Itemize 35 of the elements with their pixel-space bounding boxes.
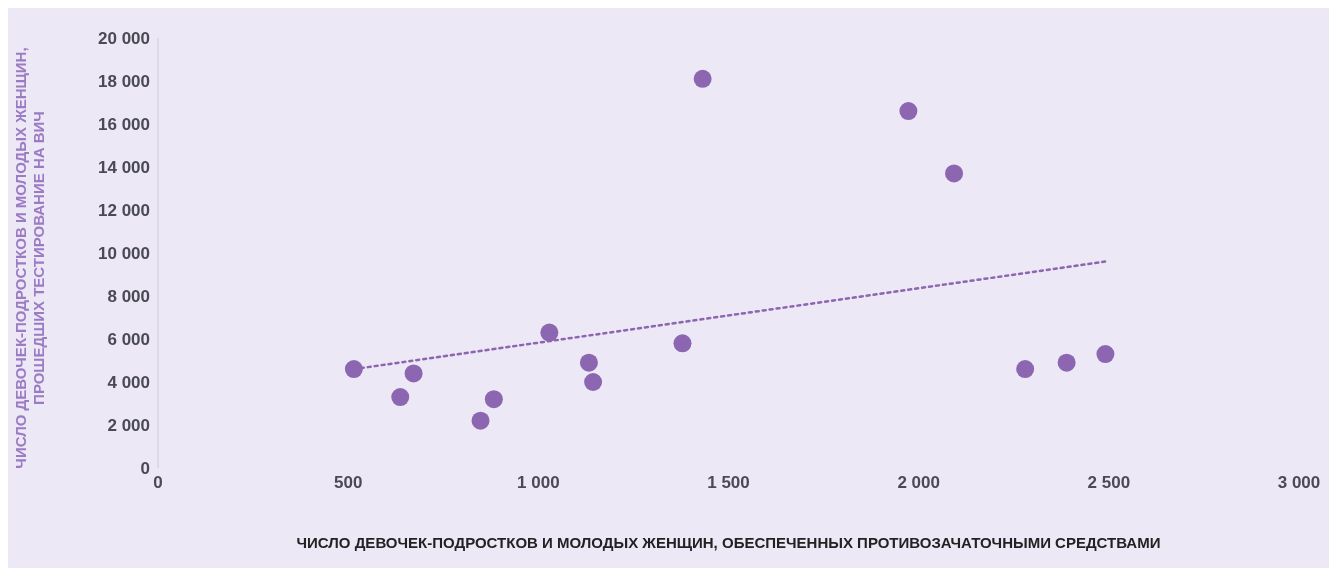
- point: [344, 360, 363, 379]
- point: [899, 102, 918, 121]
- y-tick-label: 14 000: [98, 158, 150, 178]
- point: [693, 69, 712, 88]
- y-tick-label: 16 000: [98, 115, 150, 135]
- point: [484, 390, 503, 409]
- y-tick-label: 2 000: [107, 416, 150, 436]
- x-tick-label: 2 000: [897, 473, 940, 493]
- point: [579, 353, 598, 372]
- y-axis-title: ЧИСЛО ДЕВОЧЕК-ПОДРОСТКОВ И МОЛОДЫХ ЖЕНЩИН, ПРОШЕДШИХ ТЕСТИРОВАНИЕ НА ВИЧ: [12, 47, 47, 469]
- y-tick-label: 18 000: [98, 72, 150, 92]
- point: [1096, 345, 1115, 364]
- y-tick-label: 0: [140, 459, 150, 479]
- point: [1057, 353, 1076, 372]
- y-tick-label: 8 000: [107, 287, 150, 307]
- point: [945, 164, 964, 183]
- y-tick-label: 10 000: [98, 244, 150, 264]
- x-tick-label: 1 000: [517, 473, 560, 493]
- point: [391, 388, 410, 407]
- x-tick-label: 0: [153, 473, 163, 493]
- x-tick-label: 2 500: [1087, 473, 1131, 493]
- y-tick-label: 6 000: [107, 330, 150, 350]
- point: [1016, 360, 1035, 379]
- point: [540, 323, 559, 342]
- x-tick-label: 500: [333, 473, 363, 493]
- x-tick-label: 1 500: [707, 473, 750, 493]
- point: [404, 364, 423, 383]
- x-axis-title: ЧИСЛО ДЕВОЧЕК-ПОДРОСТКОВ И МОЛОДЫХ ЖЕНЩИН, ОБЕСПЕЧЕННЫХ ПРОТИВОЗАЧАТОЧНЫМИ СРЕДСТВАМИ: [296, 534, 1161, 551]
- point: [471, 411, 490, 430]
- y-tick-label: 4 000: [107, 373, 150, 393]
- y-tick-label: 20 000: [98, 29, 150, 49]
- y-tick-label: 12 000: [98, 201, 150, 221]
- point: [673, 334, 692, 353]
- x-tick-label: 3 000: [1277, 473, 1321, 493]
- point: [584, 373, 603, 391]
